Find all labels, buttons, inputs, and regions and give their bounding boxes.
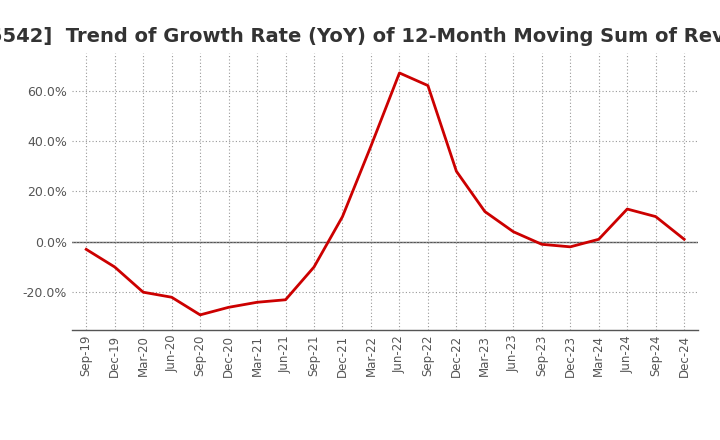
Title: [5542]  Trend of Growth Rate (YoY) of 12-Month Moving Sum of Revenues: [5542] Trend of Growth Rate (YoY) of 12-… xyxy=(0,27,720,46)
